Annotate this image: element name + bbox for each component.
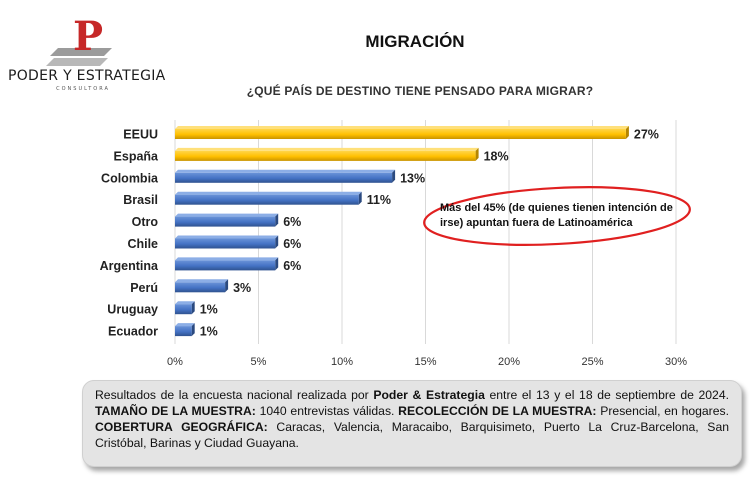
value-label: 1%	[200, 325, 218, 339]
value-label: 3%	[233, 281, 251, 295]
category-label: Chile	[127, 237, 158, 251]
value-label: 6%	[283, 237, 301, 251]
footer-dates: entre el 13 y el 18 de septiembre de 202…	[484, 388, 730, 402]
logo-name: PODER Y ESTRATEGIA	[8, 68, 166, 84]
chart-bars	[175, 126, 629, 337]
category-label: España	[114, 149, 160, 163]
category-label: Brasil	[123, 193, 158, 207]
footer-sample-value: 1040 entrevistas válidas.	[255, 404, 399, 418]
bar-ecuador	[175, 323, 195, 337]
chart-title: MIGRACIÓN	[365, 32, 465, 51]
footer-collection-value: Presencial, en hogares.	[596, 404, 729, 418]
category-label: Ecuador	[108, 325, 158, 339]
category-label: Otro	[132, 215, 159, 229]
value-label: 6%	[283, 259, 301, 273]
note-highlight-ellipse	[423, 186, 691, 246]
bar-otro	[175, 213, 279, 227]
footer-org: Poder & Estrategia	[373, 388, 485, 402]
callout-note: Más del 45% (de quienes tienen intención…	[440, 202, 673, 229]
x-tick-label: 20%	[498, 356, 520, 368]
category-label: Argentina	[100, 259, 159, 273]
value-label: 6%	[283, 215, 301, 229]
x-tick-label: 5%	[251, 356, 267, 368]
value-label: 18%	[484, 149, 509, 163]
survey-methodology-box: Resultados de la encuesta nacional reali…	[82, 380, 742, 467]
value-label: 11%	[367, 193, 391, 207]
footer-collection-label: RECOLECCIÓN DE LA MUESTRA:	[398, 404, 597, 418]
logo-subtitle: CONSULTORA	[56, 86, 110, 92]
category-label: Uruguay	[107, 303, 158, 317]
footer-sample-label: TAMAÑO DE LA MUESTRA:	[95, 404, 256, 418]
chart-labels: 0% 5% 10% 15% 20% 25% 30% EEUU 27% España 18% Colom…	[100, 128, 688, 369]
bar-peru	[175, 279, 229, 293]
logo-mark-icon: P	[46, 13, 112, 66]
category-label: Colombia	[101, 171, 159, 185]
footer-coverage-value: Caracas, Valencia, Maracaibo, Barquisime…	[95, 420, 729, 450]
bar-espana	[175, 147, 479, 161]
x-tick-label: 15%	[414, 356, 436, 368]
value-label: 1%	[200, 303, 218, 317]
logo-mark-letter: P	[73, 13, 103, 60]
bar-chile	[175, 235, 279, 249]
chart-subtitle: ¿QUÉ PAÍS DE DESTINO TIENE PENSADO PARA …	[246, 84, 594, 98]
category-label: EEUU	[123, 128, 158, 142]
value-label: 27%	[634, 128, 659, 142]
bar-eeuu	[175, 126, 629, 139]
bar-uruguay	[175, 301, 195, 315]
bar-colombia	[175, 169, 396, 183]
brand-logo: P PODER Y ESTRATEGIA CONSULTORA	[8, 10, 166, 92]
x-tick-label: 10%	[331, 356, 353, 368]
x-tick-label: 25%	[581, 356, 603, 368]
value-label: 13%	[400, 171, 425, 185]
footer-intro: Resultados de la encuesta nacional reali…	[95, 388, 374, 402]
x-tick-label: 0%	[167, 356, 183, 368]
category-label: Perú	[130, 281, 158, 295]
x-tick-label: 30%	[665, 356, 687, 368]
footer-coverage-label: COBERTURA GEOGRÁFICA:	[95, 420, 268, 434]
bar-argentina	[175, 257, 279, 271]
bar-brasil	[175, 191, 362, 205]
